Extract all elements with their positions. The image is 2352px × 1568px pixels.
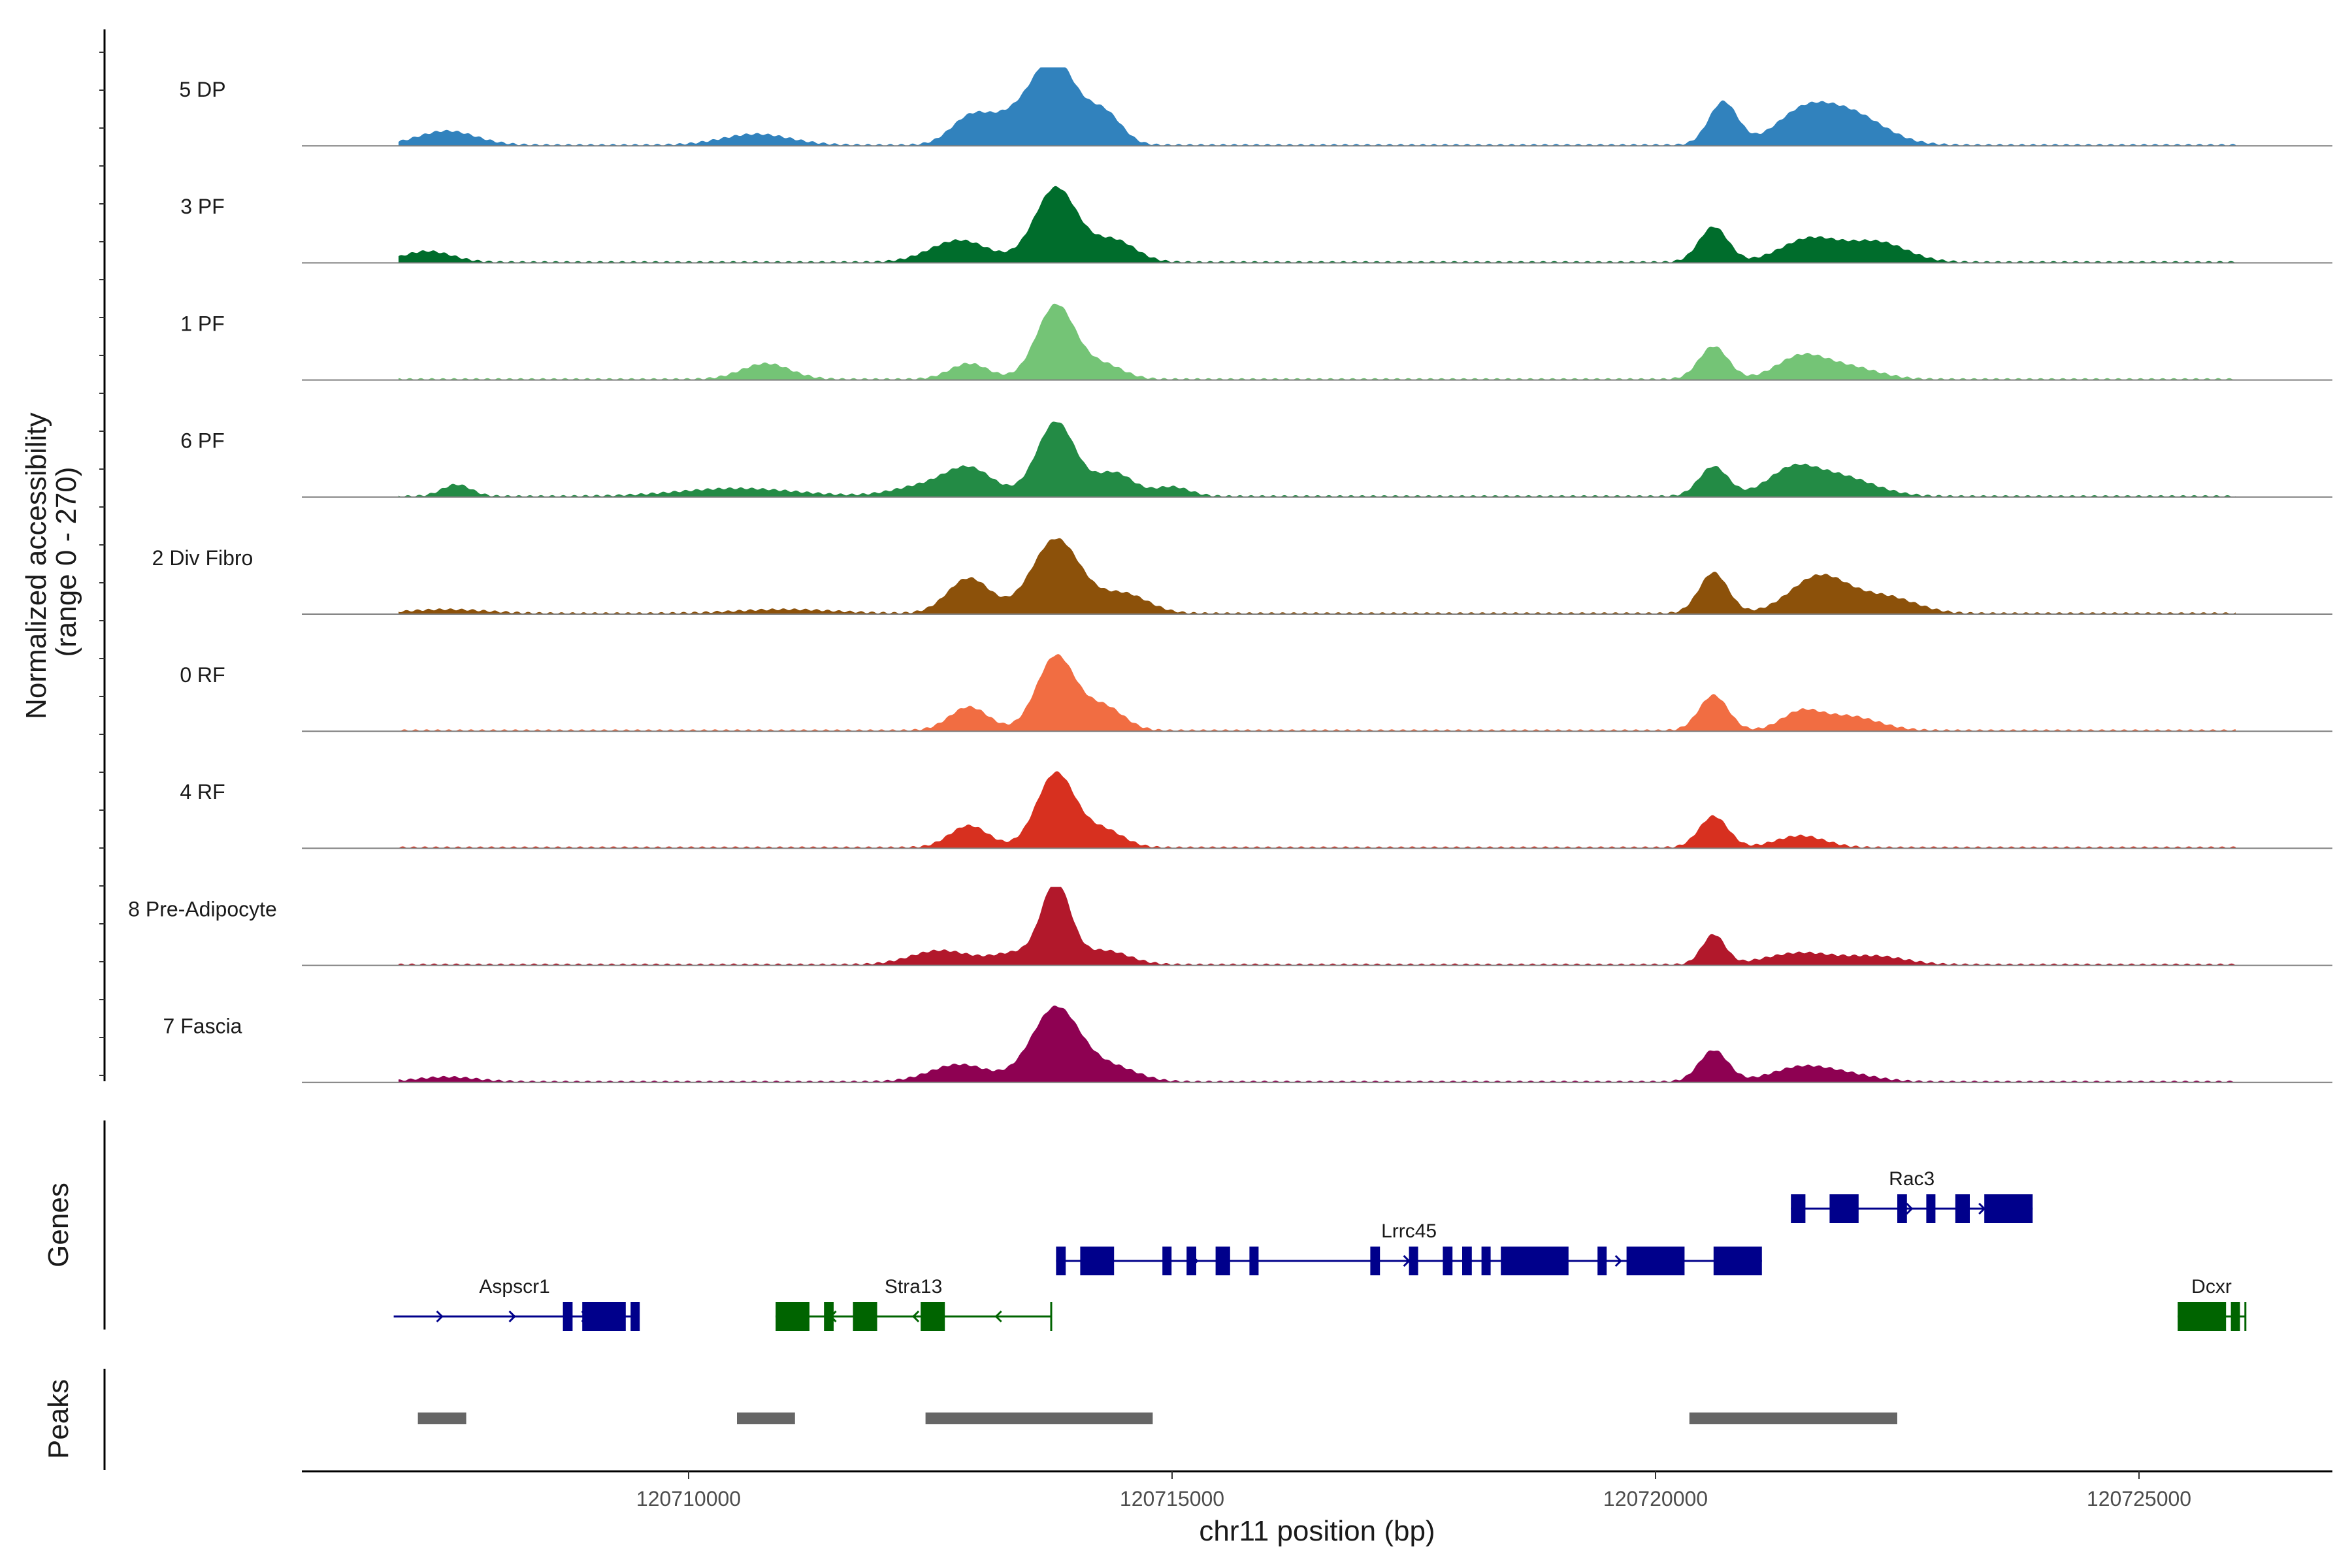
- x-tick-label: 120720000: [1603, 1487, 1708, 1511]
- peak-region: [1689, 1413, 1897, 1424]
- peak-region: [417, 1413, 466, 1424]
- track-label-0-rf: 0 RF: [180, 663, 225, 687]
- x-tick-label: 120715000: [1120, 1487, 1224, 1511]
- x-axis-ticks: 120710000 120715000 120720000 120725000: [636, 1471, 2191, 1511]
- exon: [1791, 1194, 1806, 1223]
- track-7-fascia: 7 Fascia: [163, 1005, 2332, 1083]
- y-axis-title-line-2: (range 0 - 270): [50, 466, 82, 657]
- coverage-area-7-fascia: [399, 1005, 2236, 1083]
- track-8-pre-adipocyte: 8 Pre-Adipocyte: [128, 887, 2332, 966]
- strand-arrow: [436, 1310, 444, 1323]
- exon: [1462, 1247, 1472, 1275]
- coverage-tracks: 5 DP 3 PF 1 PF 6 PF 2 Div Fibro 0 RF 4 RF 8 Pre…: [128, 67, 2332, 1083]
- exon: [1897, 1194, 1907, 1223]
- track-5-dp: 5 DP: [179, 67, 2332, 147]
- exon: [1501, 1247, 1569, 1275]
- gene-label-stra13: Stra13: [885, 1276, 942, 1298]
- track-label-1-pf: 1 PF: [180, 312, 225, 335]
- x-tick-label: 120710000: [636, 1487, 741, 1511]
- gene-dcxr: Dcxr: [2178, 1276, 2247, 1331]
- exon: [1926, 1194, 1936, 1223]
- exon: [1162, 1247, 1172, 1275]
- y-axis-title: Normalized accessibility (range 0 - 270): [20, 404, 82, 719]
- track-4-rf: 4 RF: [180, 771, 2332, 849]
- exon: [776, 1302, 809, 1331]
- peaks-track: [417, 1413, 1897, 1424]
- exon: [1597, 1247, 1607, 1275]
- x-axis-title: chr11 position (bp): [1199, 1515, 1435, 1547]
- strand-arrow: [911, 1310, 920, 1323]
- track-label-8-pre-adipocyte: 8 Pre-Adipocyte: [128, 897, 277, 921]
- coverage-area-5-dp: [399, 67, 2236, 146]
- exon: [1481, 1247, 1491, 1275]
- x-tick-label: 120725000: [2087, 1487, 2191, 1511]
- gene-stra13: Stra13: [776, 1276, 1053, 1331]
- coverage-area-1-pf: [399, 303, 2236, 380]
- peak-region: [925, 1413, 1153, 1424]
- track-6-pf: 6 PF: [180, 421, 2332, 498]
- track-3-pf: 3 PF: [180, 186, 2332, 264]
- coverage-area-0-rf: [399, 654, 2236, 732]
- exon: [853, 1302, 877, 1331]
- coverage-y-ticks: [99, 52, 105, 1076]
- exon: [1626, 1247, 1685, 1275]
- exon: [1186, 1247, 1196, 1275]
- exon: [1955, 1194, 1970, 1223]
- gene-rac3: Rac3: [1791, 1168, 2033, 1223]
- track-label-6-pf: 6 PF: [180, 429, 225, 453]
- gene-lrrc45: Lrrc45: [1056, 1220, 1762, 1275]
- exon: [1443, 1247, 1453, 1275]
- peaks-track-title: Peaks: [42, 1379, 74, 1459]
- exon: [1215, 1247, 1230, 1275]
- peak-region: [737, 1413, 795, 1424]
- gene-label-dcxr: Dcxr: [2191, 1276, 2232, 1298]
- strand-arrow: [1906, 1202, 1914, 1215]
- y-axis-title-line-1: Normalized accessibility: [20, 412, 52, 719]
- gene-label-lrrc45: Lrrc45: [1381, 1220, 1437, 1242]
- coverage-area-6-pf: [399, 421, 2236, 497]
- exon: [921, 1302, 945, 1331]
- genes-track-title: Genes: [42, 1183, 74, 1267]
- track-label-3-pf: 3 PF: [180, 195, 225, 218]
- strand-arrow: [1614, 1254, 1622, 1267]
- exon: [1249, 1247, 1259, 1275]
- track-label-7-fascia: 7 Fascia: [163, 1015, 242, 1038]
- exon: [563, 1302, 573, 1331]
- coverage-area-2-div-fibro: [399, 538, 2236, 614]
- track-2-div-fibro: 2 Div Fibro: [152, 538, 2332, 615]
- exon: [1829, 1194, 1859, 1223]
- exon: [1984, 1194, 2033, 1223]
- coverage-area-8-pre-adipocyte: [399, 887, 2236, 966]
- exon: [630, 1302, 640, 1331]
- strand-arrow: [508, 1310, 516, 1323]
- track-label-2-div-fibro: 2 Div Fibro: [152, 546, 253, 570]
- track-0-rf: 0 RF: [180, 654, 2332, 732]
- exon: [1409, 1247, 1418, 1275]
- exon: [2230, 1302, 2240, 1331]
- gene-label-rac3: Rac3: [1889, 1168, 1935, 1190]
- gene-annotation-track: Aspscr1 Stra13 Lrrc45 Rac3 Dcxr: [393, 1168, 2247, 1331]
- exon: [1713, 1247, 1762, 1275]
- exon: [2178, 1302, 2227, 1331]
- exon: [1370, 1247, 1380, 1275]
- exon: [1056, 1247, 1066, 1275]
- track-1-pf: 1 PF: [180, 303, 2332, 381]
- exon: [1080, 1247, 1115, 1275]
- track-label-4-rf: 4 RF: [180, 780, 225, 804]
- exon: [824, 1302, 834, 1331]
- track-label-5-dp: 5 DP: [179, 78, 225, 101]
- gene-label-aspscr1: Aspscr1: [479, 1276, 549, 1298]
- coverage-area-4-rf: [399, 771, 2236, 849]
- exon: [582, 1302, 626, 1331]
- strand-arrow: [994, 1310, 1002, 1323]
- coverage-area-3-pf: [399, 186, 2236, 263]
- gene-aspscr1: Aspscr1: [393, 1276, 640, 1331]
